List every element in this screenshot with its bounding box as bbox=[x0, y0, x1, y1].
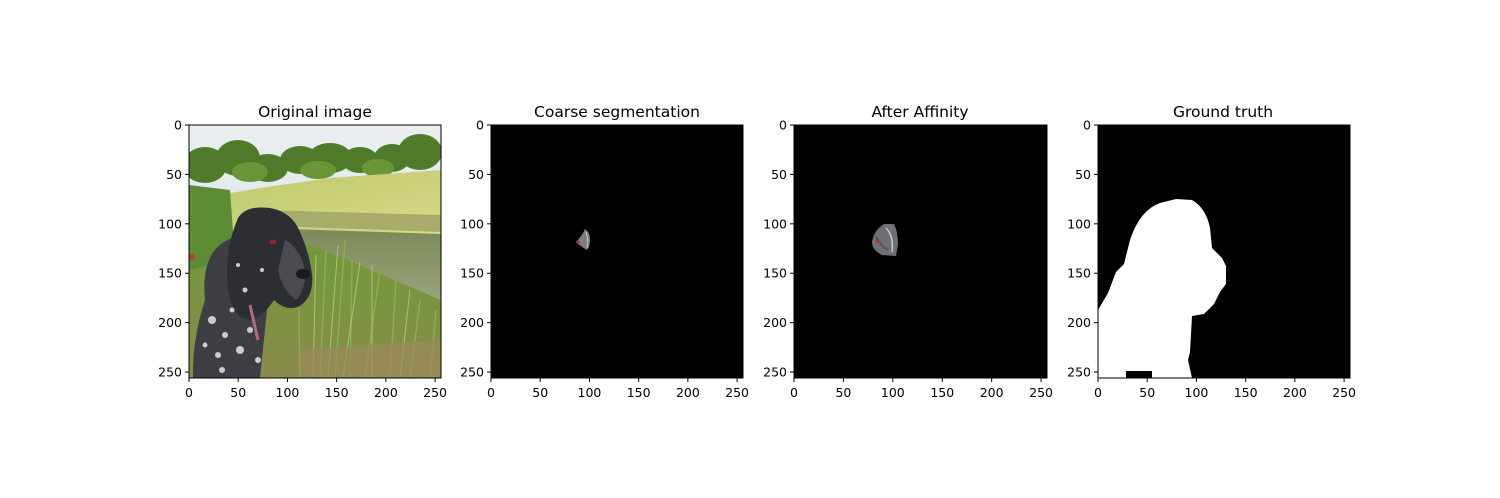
x-tick-label: 100 bbox=[578, 385, 602, 400]
y-tick-label: 250 bbox=[158, 365, 182, 380]
panel-title-after-affinity: After Affinity bbox=[871, 103, 968, 121]
x-tick-label: 100 bbox=[276, 385, 300, 400]
y-tick-label: 0 bbox=[1083, 118, 1091, 133]
y-tick-label: 0 bbox=[779, 118, 787, 133]
y-tick-label: 50 bbox=[468, 167, 484, 182]
x-tick-label: 150 bbox=[325, 385, 349, 400]
y-tick-label: 0 bbox=[476, 118, 484, 133]
panel-original-image: Original image bbox=[188, 103, 442, 379]
y-tick-label: 150 bbox=[1067, 266, 1091, 281]
x-tick-label: 150 bbox=[627, 385, 651, 400]
panel-ground-truth: Ground truth bbox=[1097, 103, 1351, 379]
x-tick-label: 50 bbox=[835, 385, 851, 400]
y-tick-label: 150 bbox=[460, 266, 484, 281]
x-tick-label: 100 bbox=[1185, 385, 1209, 400]
x-tick-label: 100 bbox=[881, 385, 905, 400]
y-tick-label: 100 bbox=[158, 216, 182, 231]
x-tick-label: 0 bbox=[1094, 385, 1102, 400]
x-tick-label: 0 bbox=[185, 385, 193, 400]
y-tick-label: 200 bbox=[158, 315, 182, 330]
x-tick-label: 250 bbox=[1029, 385, 1053, 400]
panel-title-coarse-segmentation: Coarse segmentation bbox=[534, 103, 700, 121]
y-tick-label: 200 bbox=[1067, 315, 1091, 330]
y-tick-label: 250 bbox=[1067, 365, 1091, 380]
x-tick-label: 150 bbox=[1234, 385, 1258, 400]
y-tick-label: 200 bbox=[460, 315, 484, 330]
panel-title-original-image: Original image bbox=[258, 103, 372, 121]
x-tick-label: 250 bbox=[423, 385, 447, 400]
y-tick-label: 250 bbox=[763, 365, 787, 380]
y-tick-label: 100 bbox=[1067, 216, 1091, 231]
x-tick-label: 200 bbox=[676, 385, 700, 400]
y-tick-label: 150 bbox=[763, 266, 787, 281]
y-tick-label: 0 bbox=[174, 118, 182, 133]
x-tick-label: 150 bbox=[930, 385, 954, 400]
y-tick-label: 200 bbox=[763, 315, 787, 330]
coarse-mask bbox=[491, 125, 743, 378]
dog-photo bbox=[189, 125, 441, 378]
y-tick-label: 50 bbox=[771, 167, 787, 182]
panel-title-ground-truth: Ground truth bbox=[1173, 103, 1273, 121]
y-tick-label: 50 bbox=[1075, 167, 1091, 182]
x-tick-label: 0 bbox=[790, 385, 798, 400]
y-tick-label: 150 bbox=[158, 266, 182, 281]
y-tick-label: 50 bbox=[166, 167, 182, 182]
x-tick-label: 200 bbox=[1283, 385, 1307, 400]
x-tick-label: 50 bbox=[532, 385, 548, 400]
x-tick-label: 50 bbox=[1139, 385, 1155, 400]
x-tick-label: 200 bbox=[980, 385, 1004, 400]
y-tick-label: 100 bbox=[763, 216, 787, 231]
x-tick-label: 250 bbox=[725, 385, 749, 400]
y-tick-label: 250 bbox=[460, 365, 484, 380]
y-tick-label: 100 bbox=[460, 216, 484, 231]
panel-after-affinity: After Affinity bbox=[793, 103, 1048, 379]
affinity-mask bbox=[794, 125, 1047, 378]
ground-truth-mask bbox=[1098, 125, 1350, 378]
x-tick-label: 200 bbox=[374, 385, 398, 400]
x-tick-label: 250 bbox=[1332, 385, 1356, 400]
x-tick-label: 0 bbox=[487, 385, 495, 400]
panel-coarse-segmentation: Coarse segmentation bbox=[490, 103, 744, 379]
x-tick-label: 50 bbox=[230, 385, 246, 400]
